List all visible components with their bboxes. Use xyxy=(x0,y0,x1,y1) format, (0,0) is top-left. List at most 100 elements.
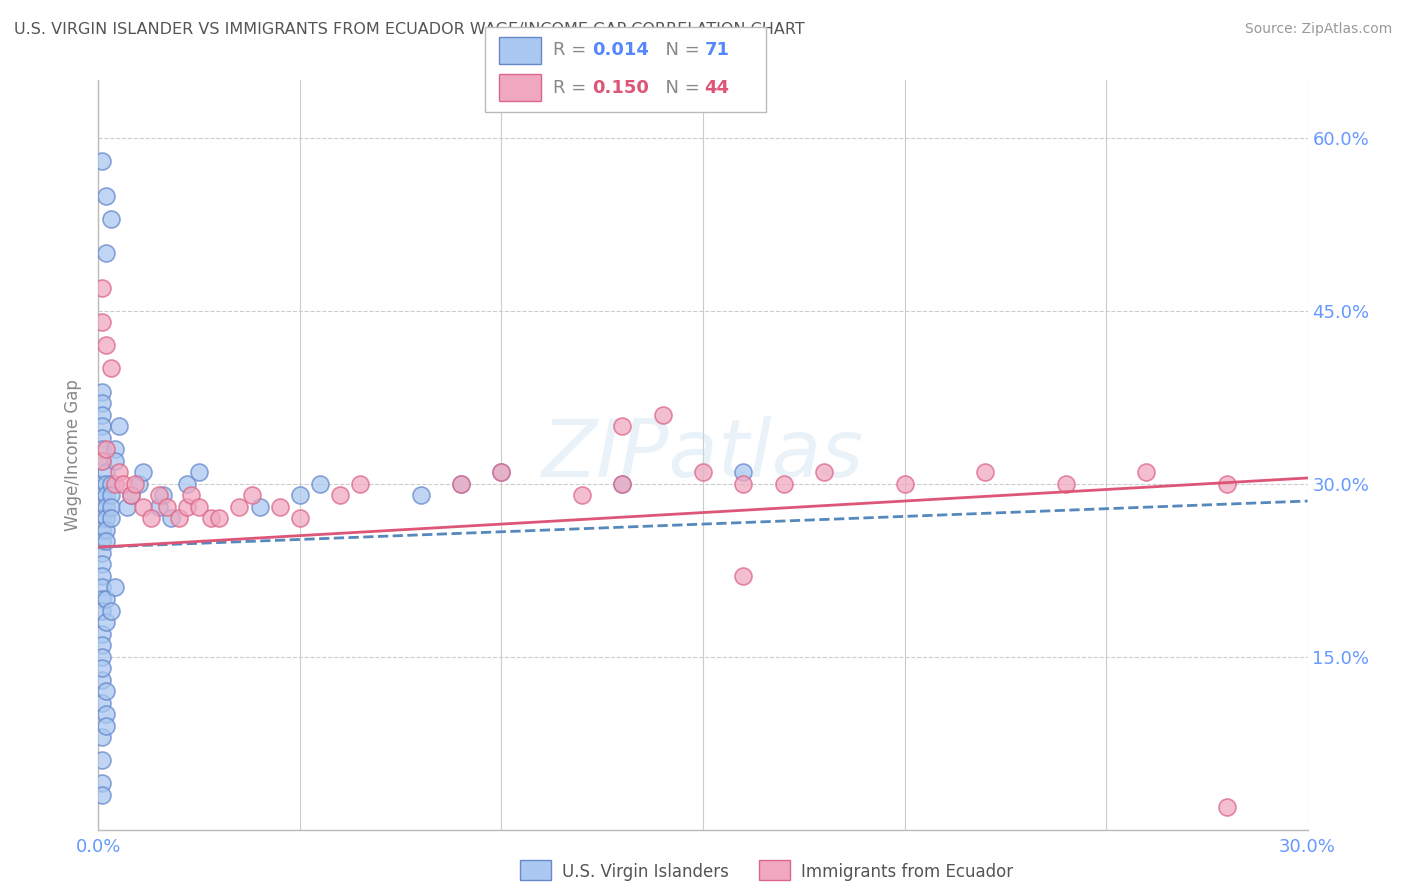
Point xyxy=(571,488,593,502)
Point xyxy=(91,281,114,295)
Point xyxy=(974,465,997,479)
Point xyxy=(409,488,432,502)
Point xyxy=(124,476,146,491)
Point xyxy=(91,731,114,745)
Point xyxy=(91,696,114,710)
Point xyxy=(733,569,755,583)
Point xyxy=(96,246,118,260)
Point xyxy=(160,511,183,525)
Point xyxy=(96,338,118,352)
Point xyxy=(309,476,332,491)
Point xyxy=(91,453,114,467)
Point xyxy=(107,419,129,434)
Point xyxy=(91,488,114,502)
Text: R =: R = xyxy=(553,78,592,96)
Point xyxy=(96,534,118,549)
Point xyxy=(200,511,222,525)
Point xyxy=(91,315,114,329)
Point xyxy=(91,603,114,617)
Point xyxy=(349,476,371,491)
Point xyxy=(91,419,114,434)
Point xyxy=(132,500,155,514)
Point xyxy=(813,465,835,479)
Point xyxy=(103,476,125,491)
Point xyxy=(156,500,179,514)
Point xyxy=(96,511,118,525)
Text: N =: N = xyxy=(654,78,706,96)
Point xyxy=(91,523,114,537)
Point xyxy=(1135,465,1157,479)
Point xyxy=(100,500,122,514)
Text: U.S. VIRGIN ISLANDER VS IMMIGRANTS FROM ECUADOR WAGE/INCOME GAP CORRELATION CHAR: U.S. VIRGIN ISLANDER VS IMMIGRANTS FROM … xyxy=(14,22,804,37)
Point xyxy=(120,488,142,502)
Point xyxy=(152,488,174,502)
Point xyxy=(120,488,142,502)
Point xyxy=(329,488,352,502)
Point xyxy=(96,684,118,698)
Point xyxy=(111,476,134,491)
Text: N =: N = xyxy=(654,42,706,60)
Point xyxy=(733,465,755,479)
Point xyxy=(91,534,114,549)
Point xyxy=(148,488,170,502)
Text: Immigrants from Ecuador: Immigrants from Ecuador xyxy=(801,863,1014,881)
Point xyxy=(91,384,114,399)
Point xyxy=(100,476,122,491)
Point xyxy=(91,442,114,457)
Point xyxy=(132,465,155,479)
Point xyxy=(103,581,125,595)
Point xyxy=(91,776,114,790)
Point xyxy=(96,719,118,733)
Text: 0.150: 0.150 xyxy=(592,78,648,96)
Point xyxy=(1054,476,1077,491)
Point xyxy=(91,638,114,652)
Point xyxy=(249,500,271,514)
Point xyxy=(96,476,118,491)
Point xyxy=(96,523,118,537)
Point xyxy=(91,581,114,595)
Point xyxy=(288,488,311,502)
Point xyxy=(1216,476,1239,491)
Point xyxy=(612,476,634,491)
Point xyxy=(96,500,118,514)
Point xyxy=(128,476,150,491)
Text: 0.014: 0.014 xyxy=(592,42,648,60)
Point xyxy=(96,465,118,479)
Point xyxy=(772,476,794,491)
Point xyxy=(91,569,114,583)
Text: 44: 44 xyxy=(704,78,730,96)
Point xyxy=(139,511,162,525)
Text: R =: R = xyxy=(553,42,592,60)
Point xyxy=(188,465,211,479)
Point xyxy=(91,649,114,664)
Text: ZIPatlas: ZIPatlas xyxy=(541,416,865,494)
Point xyxy=(288,511,311,525)
Text: 71: 71 xyxy=(704,42,730,60)
Point xyxy=(96,488,118,502)
Point xyxy=(91,453,114,467)
Point xyxy=(450,476,472,491)
Point xyxy=(91,673,114,687)
Point xyxy=(180,488,202,502)
Point xyxy=(96,707,118,722)
Point xyxy=(491,465,513,479)
Point xyxy=(107,465,129,479)
Point xyxy=(91,626,114,640)
Point xyxy=(692,465,714,479)
Point xyxy=(91,661,114,675)
Point xyxy=(91,558,114,572)
Point xyxy=(651,408,673,422)
Point xyxy=(269,500,291,514)
Point xyxy=(91,431,114,445)
Point xyxy=(91,511,114,525)
Y-axis label: Wage/Income Gap: Wage/Income Gap xyxy=(65,379,83,531)
Point xyxy=(612,419,634,434)
Point xyxy=(96,442,118,457)
Point xyxy=(450,476,472,491)
Point xyxy=(208,511,231,525)
Point xyxy=(91,153,114,168)
Point xyxy=(228,500,250,514)
Point xyxy=(100,361,122,376)
Point xyxy=(100,211,122,226)
Text: U.S. Virgin Islanders: U.S. Virgin Islanders xyxy=(562,863,730,881)
